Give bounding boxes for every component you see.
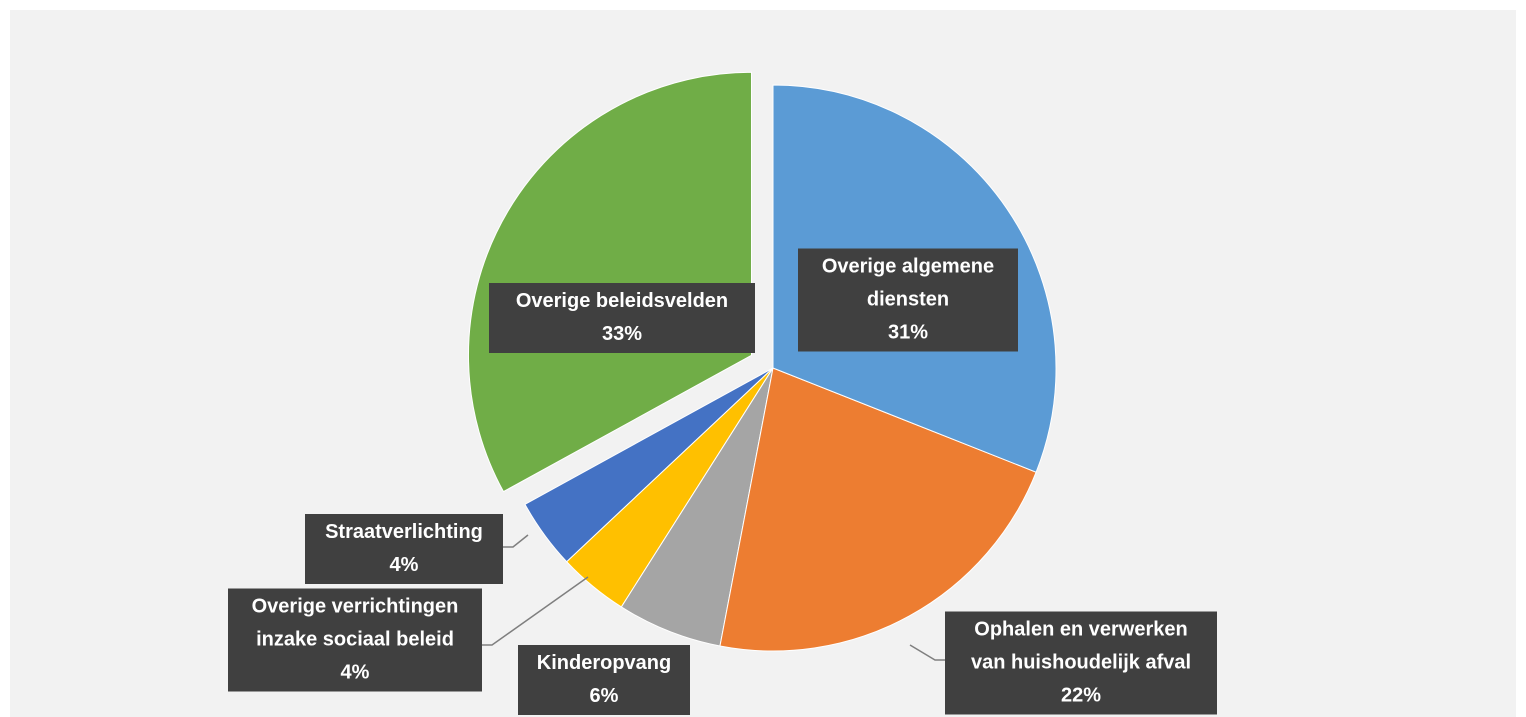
data-label: Overige verrichtingen inzake sociaal bel… [228, 588, 482, 692]
label-category: Overige algemene diensten [821, 255, 995, 311]
label-category: Kinderopvang [536, 652, 672, 674]
data-label: Overige beleidsvelden 33% [489, 283, 755, 353]
label-category: Overige beleidsvelden [515, 290, 729, 312]
label-value: 33% [601, 323, 643, 345]
pie-slice [719, 367, 1037, 652]
label-value: 22% [1060, 684, 1102, 707]
label-category: Straatverlichting [325, 521, 483, 543]
pie-slice [467, 71, 752, 493]
leader-line [503, 534, 529, 548]
data-label: Ophalen en verwerken van huishoudelijk a… [945, 611, 1217, 715]
leader-line [909, 644, 945, 661]
label-value: 31% [887, 321, 929, 344]
leader-line [482, 576, 589, 646]
label-category: Ophalen en verwerken van huishoudelijk a… [970, 618, 1192, 674]
label-category: Overige verrichtingen inzake sociaal bel… [251, 595, 459, 651]
data-label: Overige algemene diensten 31% [798, 248, 1018, 352]
data-label: Straatverlichting 4% [305, 514, 503, 584]
label-value: 6% [589, 685, 619, 707]
label-value: 4% [389, 554, 419, 576]
label-value: 4% [340, 661, 370, 684]
data-label: Kinderopvang 6% [518, 645, 690, 715]
